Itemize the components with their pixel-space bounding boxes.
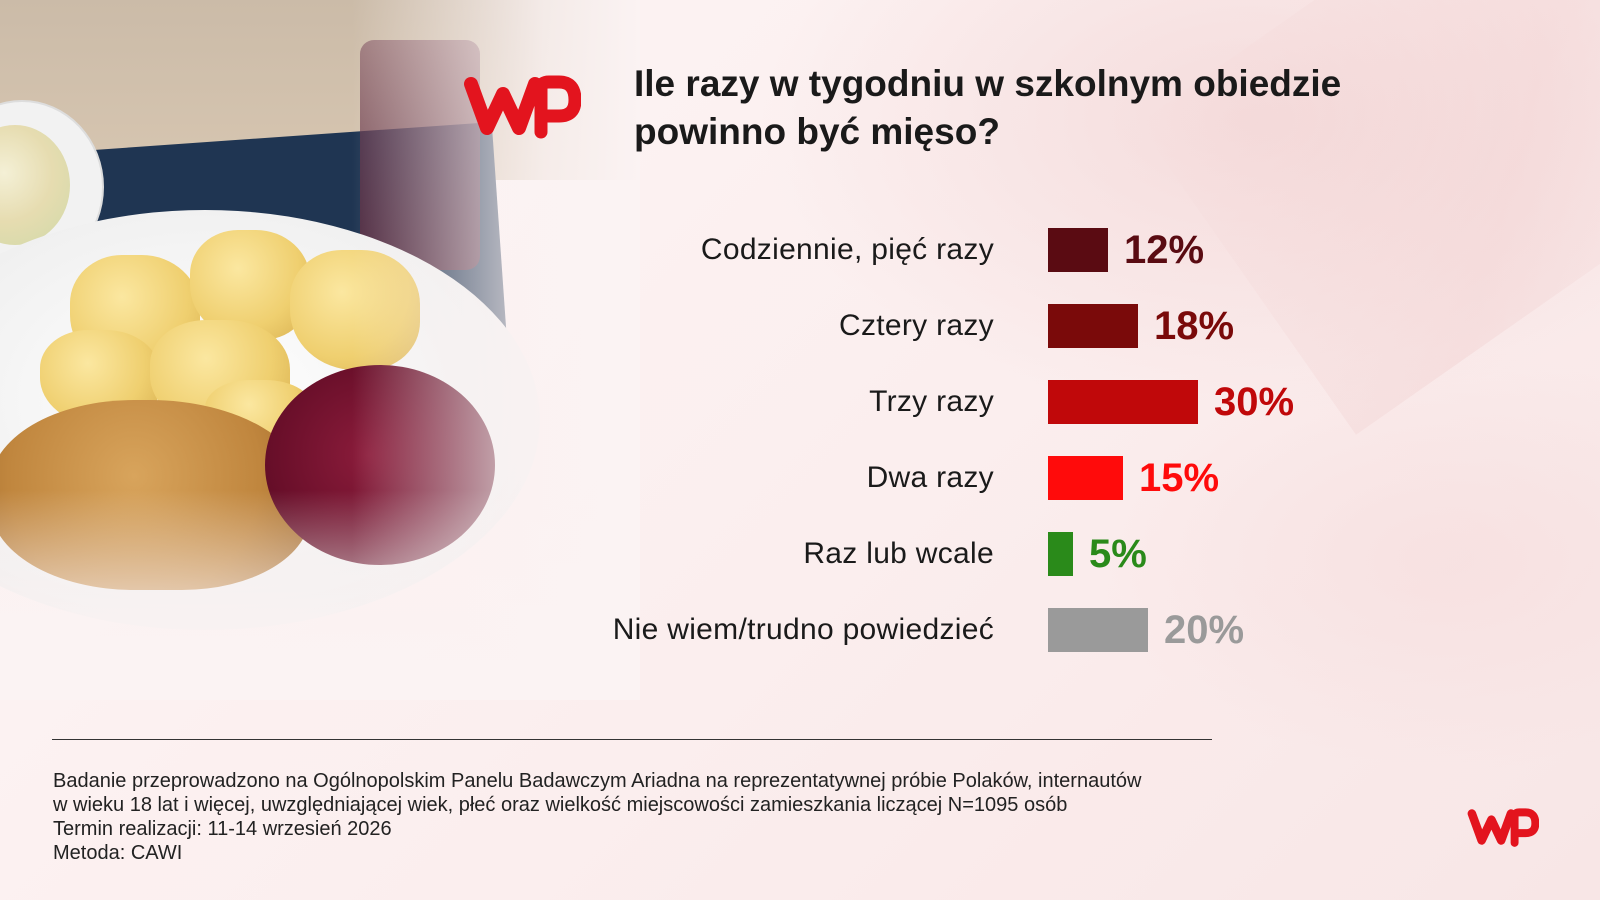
divider xyxy=(52,739,1212,740)
photo-fade xyxy=(0,0,640,700)
food-photo xyxy=(0,0,640,700)
wp-logo-icon xyxy=(1467,806,1540,853)
note-line-4: Metoda: CAWI xyxy=(53,842,183,864)
chart-title-line-2: powinno być mięso? xyxy=(634,111,1000,152)
wp-logo-icon xyxy=(463,72,582,145)
note-line-1: Badanie przeprowadzono na Ogólnopolskim … xyxy=(53,770,1142,792)
note-line-2: w wieku 18 lat i więcej, uwzględniającej… xyxy=(53,794,1068,816)
chart-title-line-1: Ile razy w tygodniu w szkolnym obiedzie xyxy=(634,63,1342,104)
methodology-note: Badanie przeprowadzono na Ogólnopolskim … xyxy=(53,769,1253,865)
note-line-3: Termin realizacji: 11-14 wrzesień 2026 xyxy=(53,818,392,840)
chart-title: Ile razy w tygodniu w szkolnym obiedzie … xyxy=(634,60,1534,156)
